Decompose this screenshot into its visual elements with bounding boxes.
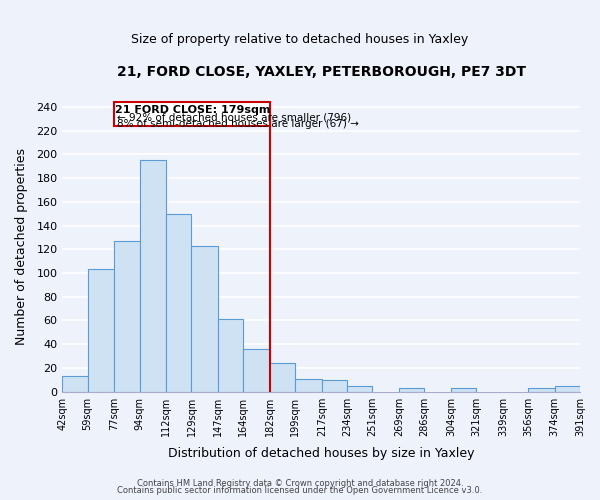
Text: Contains HM Land Registry data © Crown copyright and database right 2024.: Contains HM Land Registry data © Crown c…: [137, 478, 463, 488]
Bar: [270, 363, 295, 392]
Bar: [295, 378, 322, 392]
Bar: [555, 386, 580, 392]
Bar: [451, 388, 476, 392]
Bar: [115, 241, 140, 392]
Bar: [191, 246, 218, 392]
Bar: [244, 349, 270, 392]
Y-axis label: Number of detached properties: Number of detached properties: [15, 148, 28, 345]
Bar: [88, 270, 115, 392]
Text: Contains public sector information licensed under the Open Government Licence v3: Contains public sector information licen…: [118, 486, 482, 495]
Text: 21 FORD CLOSE: 179sqm: 21 FORD CLOSE: 179sqm: [115, 104, 270, 115]
Bar: [218, 320, 244, 392]
Bar: [140, 160, 166, 392]
Bar: [399, 388, 424, 392]
Title: 21, FORD CLOSE, YAXLEY, PETERBOROUGH, PE7 3DT: 21, FORD CLOSE, YAXLEY, PETERBOROUGH, PE…: [117, 65, 526, 79]
Bar: [528, 388, 555, 392]
X-axis label: Distribution of detached houses by size in Yaxley: Distribution of detached houses by size …: [168, 447, 475, 460]
Bar: [322, 380, 347, 392]
Text: 8% of semi-detached houses are larger (67) →: 8% of semi-detached houses are larger (6…: [118, 120, 359, 130]
Bar: [347, 386, 373, 392]
Text: ← 92% of detached houses are smaller (796): ← 92% of detached houses are smaller (79…: [118, 112, 352, 122]
Bar: [62, 376, 88, 392]
FancyBboxPatch shape: [115, 102, 270, 126]
Text: Size of property relative to detached houses in Yaxley: Size of property relative to detached ho…: [131, 32, 469, 46]
Bar: [166, 214, 191, 392]
